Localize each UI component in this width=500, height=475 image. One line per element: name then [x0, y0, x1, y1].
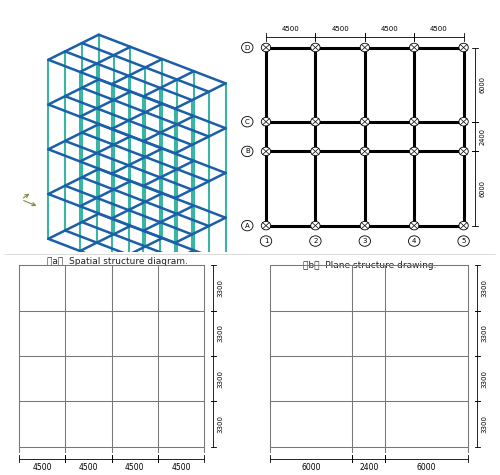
Circle shape — [310, 117, 320, 126]
Text: 6000: 6000 — [480, 180, 486, 197]
Text: 3300: 3300 — [481, 279, 487, 297]
Circle shape — [459, 43, 468, 52]
Circle shape — [310, 147, 320, 156]
Text: 2400: 2400 — [359, 464, 378, 473]
Circle shape — [360, 117, 370, 126]
Text: A: A — [245, 223, 250, 228]
Text: 3300: 3300 — [481, 415, 487, 433]
Text: 4500: 4500 — [32, 464, 52, 473]
Circle shape — [410, 221, 419, 230]
Circle shape — [360, 43, 370, 52]
Text: 2: 2 — [313, 238, 318, 244]
Text: 6000: 6000 — [302, 464, 321, 473]
Text: B: B — [245, 148, 250, 154]
Circle shape — [410, 117, 419, 126]
Text: 4500: 4500 — [331, 26, 349, 31]
Text: 4500: 4500 — [282, 26, 300, 31]
Circle shape — [360, 221, 370, 230]
Circle shape — [459, 221, 468, 230]
Circle shape — [410, 43, 419, 52]
Circle shape — [262, 221, 270, 230]
Text: 1: 1 — [264, 238, 268, 244]
Text: C: C — [245, 119, 250, 125]
Text: D: D — [244, 45, 250, 50]
Text: 4500: 4500 — [172, 464, 191, 473]
Circle shape — [310, 43, 320, 52]
Text: 4500: 4500 — [430, 26, 448, 31]
Circle shape — [360, 147, 370, 156]
Text: 3300: 3300 — [481, 370, 487, 388]
Text: 3300: 3300 — [217, 324, 223, 342]
Text: 3: 3 — [362, 238, 367, 244]
Circle shape — [262, 147, 270, 156]
Text: 4500: 4500 — [78, 464, 98, 473]
Circle shape — [459, 117, 468, 126]
Text: 6000: 6000 — [480, 76, 486, 93]
Text: 5: 5 — [462, 238, 466, 244]
Text: 4500: 4500 — [380, 26, 398, 31]
Circle shape — [410, 147, 419, 156]
Text: 3300: 3300 — [481, 324, 487, 342]
Text: 6000: 6000 — [416, 464, 436, 473]
Text: 3300: 3300 — [217, 279, 223, 297]
Text: 2400: 2400 — [480, 128, 486, 145]
Circle shape — [262, 117, 270, 126]
Text: 4: 4 — [412, 238, 416, 244]
Text: 4500: 4500 — [125, 464, 144, 473]
Circle shape — [310, 221, 320, 230]
Circle shape — [459, 147, 468, 156]
Text: （a）  Spatial structure diagram.: （a） Spatial structure diagram. — [47, 256, 188, 266]
Text: 3300: 3300 — [217, 370, 223, 388]
Text: 3300: 3300 — [217, 415, 223, 433]
Circle shape — [262, 43, 270, 52]
Text: （b）  Plane structure drawing.: （b） Plane structure drawing. — [303, 261, 437, 270]
